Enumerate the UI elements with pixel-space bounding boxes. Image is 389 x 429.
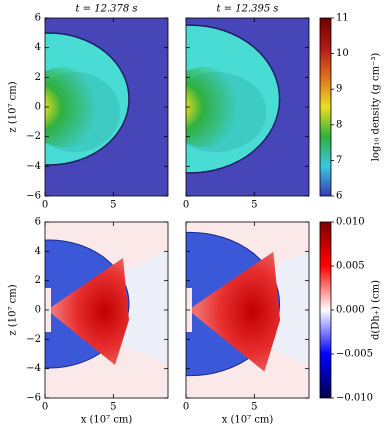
- colorbar-tick-label: 7: [336, 155, 342, 166]
- y-tick-label: −4: [26, 161, 41, 172]
- x-tick-label: 5: [251, 402, 257, 413]
- y-tick-label: 0: [35, 305, 41, 316]
- x-tick-label: 5: [110, 200, 116, 211]
- y-tick-label: 6: [35, 217, 41, 228]
- colorbar-label: d(Dh₊) (cm): [371, 280, 382, 340]
- image: [186, 222, 309, 398]
- colorbar-tick-label: 0.010: [336, 217, 365, 228]
- colorbar-tick-label: 11: [336, 13, 349, 24]
- colorbar-tick-label: 8: [336, 119, 342, 130]
- colorbar-label: log₁₀ density (g cm⁻³): [371, 53, 382, 162]
- core: [45, 67, 110, 147]
- colorbar-tick-label: 0.000: [336, 305, 365, 316]
- x-tick-label: 0: [183, 402, 189, 413]
- y-tick-label: −6: [26, 191, 41, 202]
- image: [186, 18, 309, 196]
- y-tick-label: −2: [26, 131, 41, 142]
- image: [45, 222, 168, 398]
- x-tick-label: 5: [110, 402, 116, 413]
- x-tick-label: 5: [251, 200, 257, 211]
- y-tick-label: 2: [35, 275, 41, 286]
- y-axis-label: z (10⁷ cm): [8, 81, 19, 132]
- colorbar-tick-label: −0.010: [336, 393, 373, 404]
- colorbar: [319, 221, 332, 399]
- y-tick-label: 0: [35, 102, 41, 113]
- x-axis-label: x (10⁷ cm): [222, 415, 274, 426]
- red-wedge: [188, 251, 281, 372]
- y-tick-label: 4: [35, 42, 41, 53]
- y-tick-label: 6: [35, 13, 41, 24]
- y-tick-label: −2: [26, 334, 41, 345]
- y-axis-label: z (10⁷ cm): [8, 284, 19, 335]
- y-tick-label: −4: [26, 363, 41, 374]
- panel-title: t = 12.395 s: [216, 4, 278, 15]
- x-axis-label: x (10⁷ cm): [81, 415, 133, 426]
- x-tick-label: 0: [42, 402, 48, 413]
- colorbar-tick-label: 0.005: [336, 261, 365, 272]
- colorbar-tick-label: 10: [336, 48, 349, 59]
- core: [186, 67, 251, 147]
- x-tick-label: 0: [42, 200, 48, 211]
- image: [45, 18, 168, 196]
- colorbar-tick-label: −0.005: [336, 349, 373, 360]
- colorbar: [319, 17, 332, 197]
- x-tick-label: 0: [183, 200, 189, 211]
- y-tick-label: 2: [35, 72, 41, 83]
- y-tick-label: 4: [35, 246, 41, 257]
- colorbar-tick-label: 6: [336, 191, 342, 202]
- y-tick-label: −6: [26, 393, 41, 404]
- panel-title: t = 12.378 s: [75, 4, 137, 15]
- red-wedge: [47, 258, 129, 365]
- colorbar-tick-label: 9: [336, 84, 342, 95]
